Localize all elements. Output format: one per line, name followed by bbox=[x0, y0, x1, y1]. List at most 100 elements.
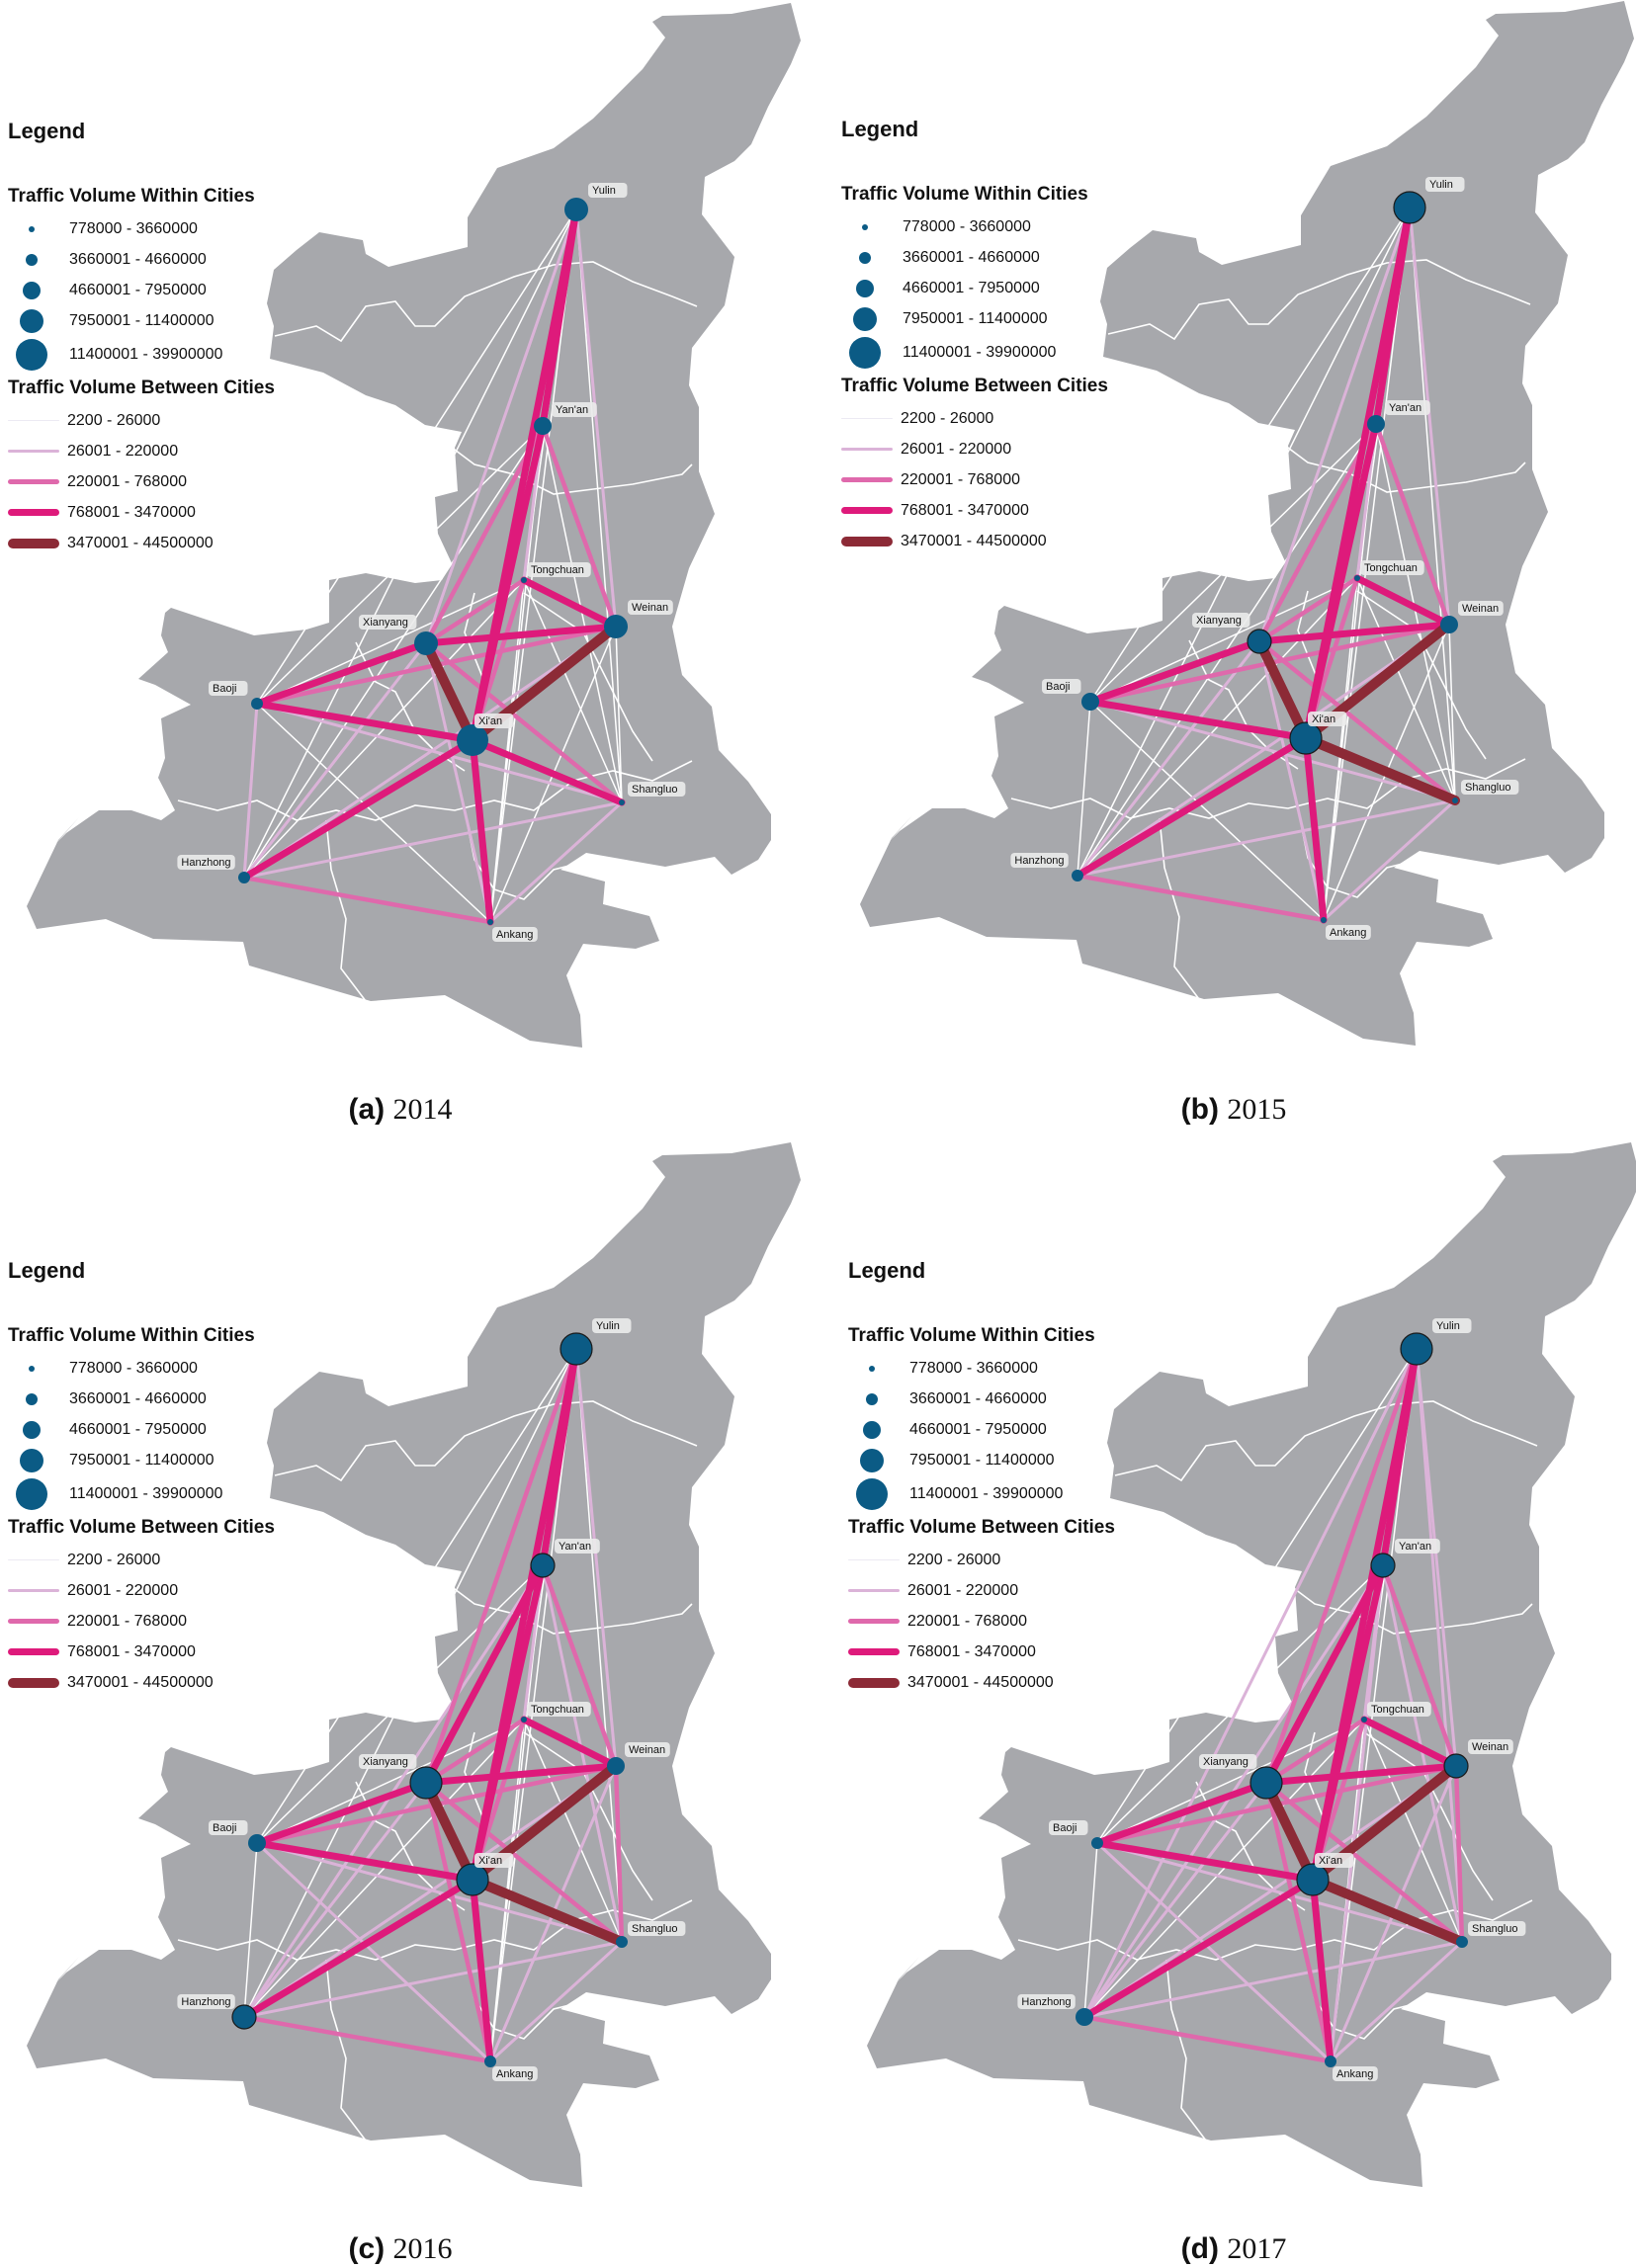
flow-line bbox=[1254, 636, 1311, 743]
flow-line bbox=[253, 700, 476, 744]
city-label: Shangluo bbox=[1461, 780, 1519, 795]
svg-text:Ankang: Ankang bbox=[496, 2068, 533, 2080]
legend-within-item: 3660001 - 4660000 bbox=[8, 244, 304, 275]
flow-line bbox=[1309, 1876, 1335, 2065]
legend-between-item: 3470001 - 44500000 bbox=[841, 526, 1138, 556]
svg-text:Yulin: Yulin bbox=[1429, 179, 1453, 191]
city-label: Yulin bbox=[1432, 1318, 1472, 1333]
city-marker bbox=[1443, 1753, 1469, 1779]
flow-line bbox=[1089, 577, 1358, 703]
flow-line bbox=[468, 1875, 627, 1947]
city-label: Baoji bbox=[209, 1820, 248, 1835]
flow-line bbox=[1076, 639, 1261, 878]
city-marker bbox=[530, 1553, 556, 1578]
legend-within-item: 4660001 - 7950000 bbox=[841, 273, 1138, 303]
line-icon bbox=[848, 1606, 904, 1637]
svg-text:Xi'an: Xi'an bbox=[478, 715, 502, 727]
city-label: Hanzhong bbox=[1017, 1994, 1076, 2009]
svg-text:Weinan: Weinan bbox=[1472, 1741, 1508, 1753]
map-canvas: Yulin Yan'an Tongchuan Weinan Xianyang Baoji X… bbox=[27, 1142, 801, 2187]
circle-icon bbox=[841, 303, 889, 334]
flow-line bbox=[1075, 873, 1327, 923]
legend-within-item: 11400001 - 39900000 bbox=[848, 1475, 1145, 1513]
flow-line bbox=[243, 209, 577, 879]
city-marker bbox=[1452, 798, 1458, 803]
caption-c: (c) 2016 bbox=[348, 2232, 452, 2266]
flow-line bbox=[1322, 798, 1457, 922]
legend-between-item: 2200 - 26000 bbox=[841, 403, 1138, 434]
flow-line bbox=[256, 425, 544, 705]
flow-line bbox=[423, 1780, 625, 1945]
circle-icon bbox=[841, 211, 889, 242]
city-marker bbox=[1321, 917, 1327, 923]
city-label: Shangluo bbox=[628, 782, 686, 797]
legend-between-item: 220001 - 768000 bbox=[841, 464, 1138, 495]
city-label: Tongchuan bbox=[1360, 560, 1424, 575]
flow-line bbox=[1086, 637, 1263, 706]
city-boundary bbox=[1356, 590, 1487, 760]
city-marker bbox=[1081, 693, 1099, 711]
map-panel-2017: Yulin Yan'an Tongchuan Weinan Xianyang Baoji X… bbox=[840, 1139, 1636, 2226]
province-shape bbox=[27, 1142, 801, 2187]
legend-within-item: 4660001 - 7950000 bbox=[8, 275, 304, 305]
flow-line bbox=[1088, 700, 1457, 802]
caption-year: 2014 bbox=[392, 1093, 453, 1126]
city-label: Xi'an bbox=[1308, 712, 1347, 726]
flow-line bbox=[1257, 639, 1326, 922]
line-icon bbox=[8, 1637, 63, 1667]
flow-line bbox=[242, 1781, 428, 2019]
caption-letter: (d) bbox=[1180, 2232, 1219, 2265]
legend-item-label: 26001 - 220000 bbox=[67, 1581, 179, 1599]
caption-letter: (b) bbox=[1180, 1093, 1219, 1126]
flow-line bbox=[1082, 1764, 1458, 2019]
city-label: Weinan bbox=[1458, 601, 1504, 616]
svg-text:Shangluo: Shangluo bbox=[632, 784, 678, 796]
map-canvas: Yulin Yan'an Tongchuan Weinan Xianyang Baoji X… bbox=[27, 3, 801, 1048]
flow-line bbox=[256, 1564, 544, 1844]
circle-icon bbox=[8, 1445, 55, 1475]
flow-line bbox=[1373, 421, 1452, 628]
legend-within-title: Traffic Volume Within Cities bbox=[848, 1325, 1095, 1346]
flow-line bbox=[422, 1561, 547, 1787]
flow-line bbox=[1329, 1940, 1464, 2063]
flow-line bbox=[1076, 701, 1091, 877]
legend-within-item: 11400001 - 39900000 bbox=[841, 334, 1138, 372]
city-boundary bbox=[1165, 1959, 1207, 2142]
flow-line bbox=[242, 702, 259, 880]
legend-item-label: 2200 - 26000 bbox=[67, 411, 161, 429]
city-label: Weinan bbox=[628, 600, 673, 615]
flow-line bbox=[1074, 734, 1310, 880]
svg-text:Shangluo: Shangluo bbox=[1465, 782, 1511, 794]
flow-line bbox=[1089, 701, 1325, 921]
svg-text:Xianyang: Xianyang bbox=[363, 617, 408, 629]
svg-text:Weinan: Weinan bbox=[1462, 603, 1499, 615]
city-boundary bbox=[325, 819, 367, 1002]
flow-line bbox=[1309, 1561, 1387, 1884]
city-boundary bbox=[1363, 1731, 1494, 1901]
flow-line bbox=[1363, 1719, 1463, 1943]
city-marker bbox=[231, 2004, 257, 2030]
line-icon bbox=[841, 403, 897, 434]
flow-line bbox=[255, 1841, 492, 2063]
legend: Legend Traffic Volume Within Cities 7780… bbox=[841, 117, 1138, 556]
legend-item-label: 11400001 - 39900000 bbox=[903, 344, 1057, 361]
flow-line bbox=[540, 423, 619, 630]
flow-line bbox=[1380, 1562, 1459, 1769]
legend-between-list: 2200 - 26000 26001 - 220000 220001 - 76800… bbox=[848, 1545, 1145, 1698]
legend-within-item: 7950001 - 11400000 bbox=[841, 303, 1138, 334]
city-marker bbox=[1370, 1553, 1396, 1578]
flow-line bbox=[1076, 207, 1411, 877]
flow-line bbox=[1093, 1779, 1270, 1847]
legend-item-label: 768001 - 3470000 bbox=[67, 1642, 196, 1660]
flow-line bbox=[575, 1348, 623, 1943]
flow-line bbox=[1093, 1839, 1317, 1884]
legend-between-title: Traffic Volume Between Cities bbox=[8, 1517, 275, 1538]
flow-line bbox=[256, 1719, 525, 1844]
svg-text:Xianyang: Xianyang bbox=[363, 1756, 408, 1768]
city-boundary bbox=[1114, 1400, 1538, 1482]
legend-between-list: 2200 - 26000 26001 - 220000 220001 - 76800… bbox=[8, 405, 304, 558]
legend-item-label: 7950001 - 11400000 bbox=[69, 1451, 215, 1469]
legend-within-item: 4660001 - 7950000 bbox=[8, 1414, 304, 1445]
flow-line bbox=[421, 1778, 477, 1885]
flow-line bbox=[1353, 574, 1453, 629]
